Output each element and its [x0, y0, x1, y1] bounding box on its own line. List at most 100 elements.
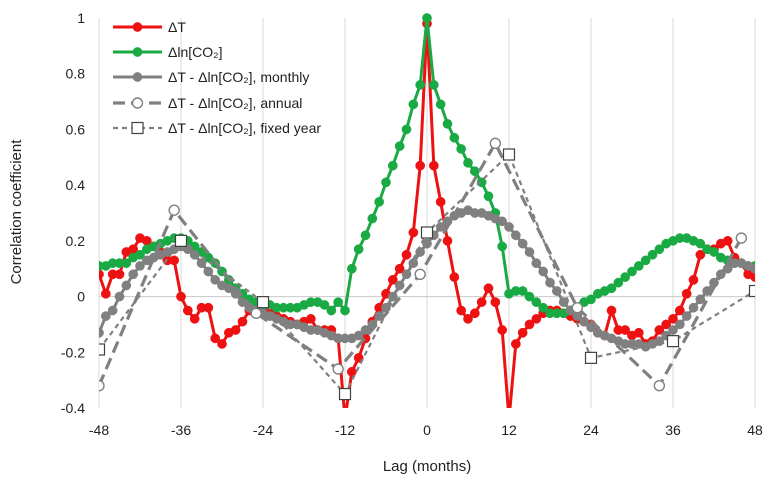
data-point [420, 226, 434, 239]
data-point [681, 311, 692, 321]
data-point [394, 141, 405, 151]
data-point [121, 258, 132, 268]
y-tick-label: -0.4 [61, 400, 85, 416]
data-point [538, 266, 549, 277]
data-point [256, 296, 270, 309]
data-point [415, 80, 426, 90]
data-point [490, 297, 501, 307]
data-point [606, 305, 617, 316]
legend-swatch-marker [132, 22, 143, 32]
data-point [305, 314, 316, 324]
data-point [497, 325, 508, 335]
data-point [99, 343, 106, 356]
data-point [100, 288, 111, 299]
data-point [128, 269, 139, 280]
data-point [653, 380, 666, 392]
data-point [538, 302, 549, 313]
legend-label: Δln[CO₂] [168, 44, 222, 60]
data-point [531, 258, 542, 268]
data-point [107, 305, 118, 316]
data-point [674, 305, 685, 316]
legend-label: ΔT [168, 19, 186, 35]
data-point [401, 124, 412, 135]
data-point [428, 80, 439, 90]
series-4 [99, 148, 755, 401]
data-point [502, 148, 516, 161]
data-point [100, 311, 111, 321]
data-point [661, 319, 672, 330]
data-point [135, 261, 145, 271]
data-point [606, 283, 617, 294]
series-lines [99, 13, 755, 408]
data-point [353, 353, 364, 363]
data-point [695, 238, 706, 249]
x-tick-label: 48 [747, 422, 763, 438]
data-point [504, 222, 514, 232]
legend-swatch-marker [132, 47, 143, 57]
data-point [510, 339, 521, 349]
data-point [250, 307, 262, 319]
data-point [408, 99, 419, 110]
data-point [551, 286, 562, 296]
data-point [633, 261, 644, 271]
y-tick-label: 0.8 [66, 66, 86, 82]
legend-label: ΔT - Δln[CO₂], monthly [168, 69, 309, 85]
legend-item: Δln[CO₂] [113, 44, 222, 60]
x-tick-label: -48 [89, 422, 109, 438]
data-point [695, 249, 706, 260]
data-point [620, 272, 631, 282]
x-tick-label: -12 [335, 422, 355, 438]
data-point [510, 230, 521, 241]
data-point [640, 255, 651, 266]
data-point [174, 234, 188, 247]
data-point [408, 227, 419, 238]
data-point [449, 132, 460, 143]
data-point [558, 297, 569, 307]
data-point [456, 305, 467, 316]
data-point [169, 255, 180, 266]
data-point [374, 197, 385, 207]
data-point [338, 387, 352, 401]
legend-item: ΔT - Δln[CO₂], fixed year [113, 120, 321, 136]
data-point [414, 268, 426, 280]
data-point [387, 160, 398, 171]
data-point [99, 327, 104, 338]
data-point [476, 177, 487, 188]
data-point [346, 366, 357, 377]
data-point [332, 363, 344, 375]
legend-label: ΔT - Δln[CO₂], annual [168, 95, 302, 111]
data-point [735, 232, 748, 244]
y-tick-label: 0.4 [66, 177, 86, 193]
data-point [668, 325, 678, 335]
data-point [428, 160, 439, 171]
data-point [435, 99, 446, 110]
data-point [654, 325, 665, 335]
data-point [449, 272, 460, 282]
data-point [203, 302, 214, 313]
data-point [189, 314, 200, 324]
data-point [531, 314, 542, 324]
data-point [353, 330, 364, 341]
data-point [353, 244, 364, 255]
data-point [237, 316, 248, 327]
x-tick-label: 0 [423, 422, 431, 438]
data-point [722, 236, 733, 246]
data-point [422, 238, 432, 249]
data-point [497, 241, 508, 252]
y-tick-labels: -0.4 -0.2 0 0.2 0.4 0.6 0.8 1 [61, 10, 85, 416]
data-point [497, 216, 508, 227]
data-point [415, 160, 426, 171]
x-tick-label: 24 [583, 422, 599, 438]
data-point [584, 351, 598, 364]
data-point [483, 191, 494, 202]
data-point [633, 327, 644, 338]
data-point [422, 13, 432, 23]
data-point [217, 339, 227, 349]
data-point [340, 305, 350, 316]
data-point [210, 333, 221, 344]
data-point [401, 249, 412, 260]
data-point [695, 294, 706, 305]
data-point [586, 294, 596, 305]
data-point [571, 302, 584, 314]
